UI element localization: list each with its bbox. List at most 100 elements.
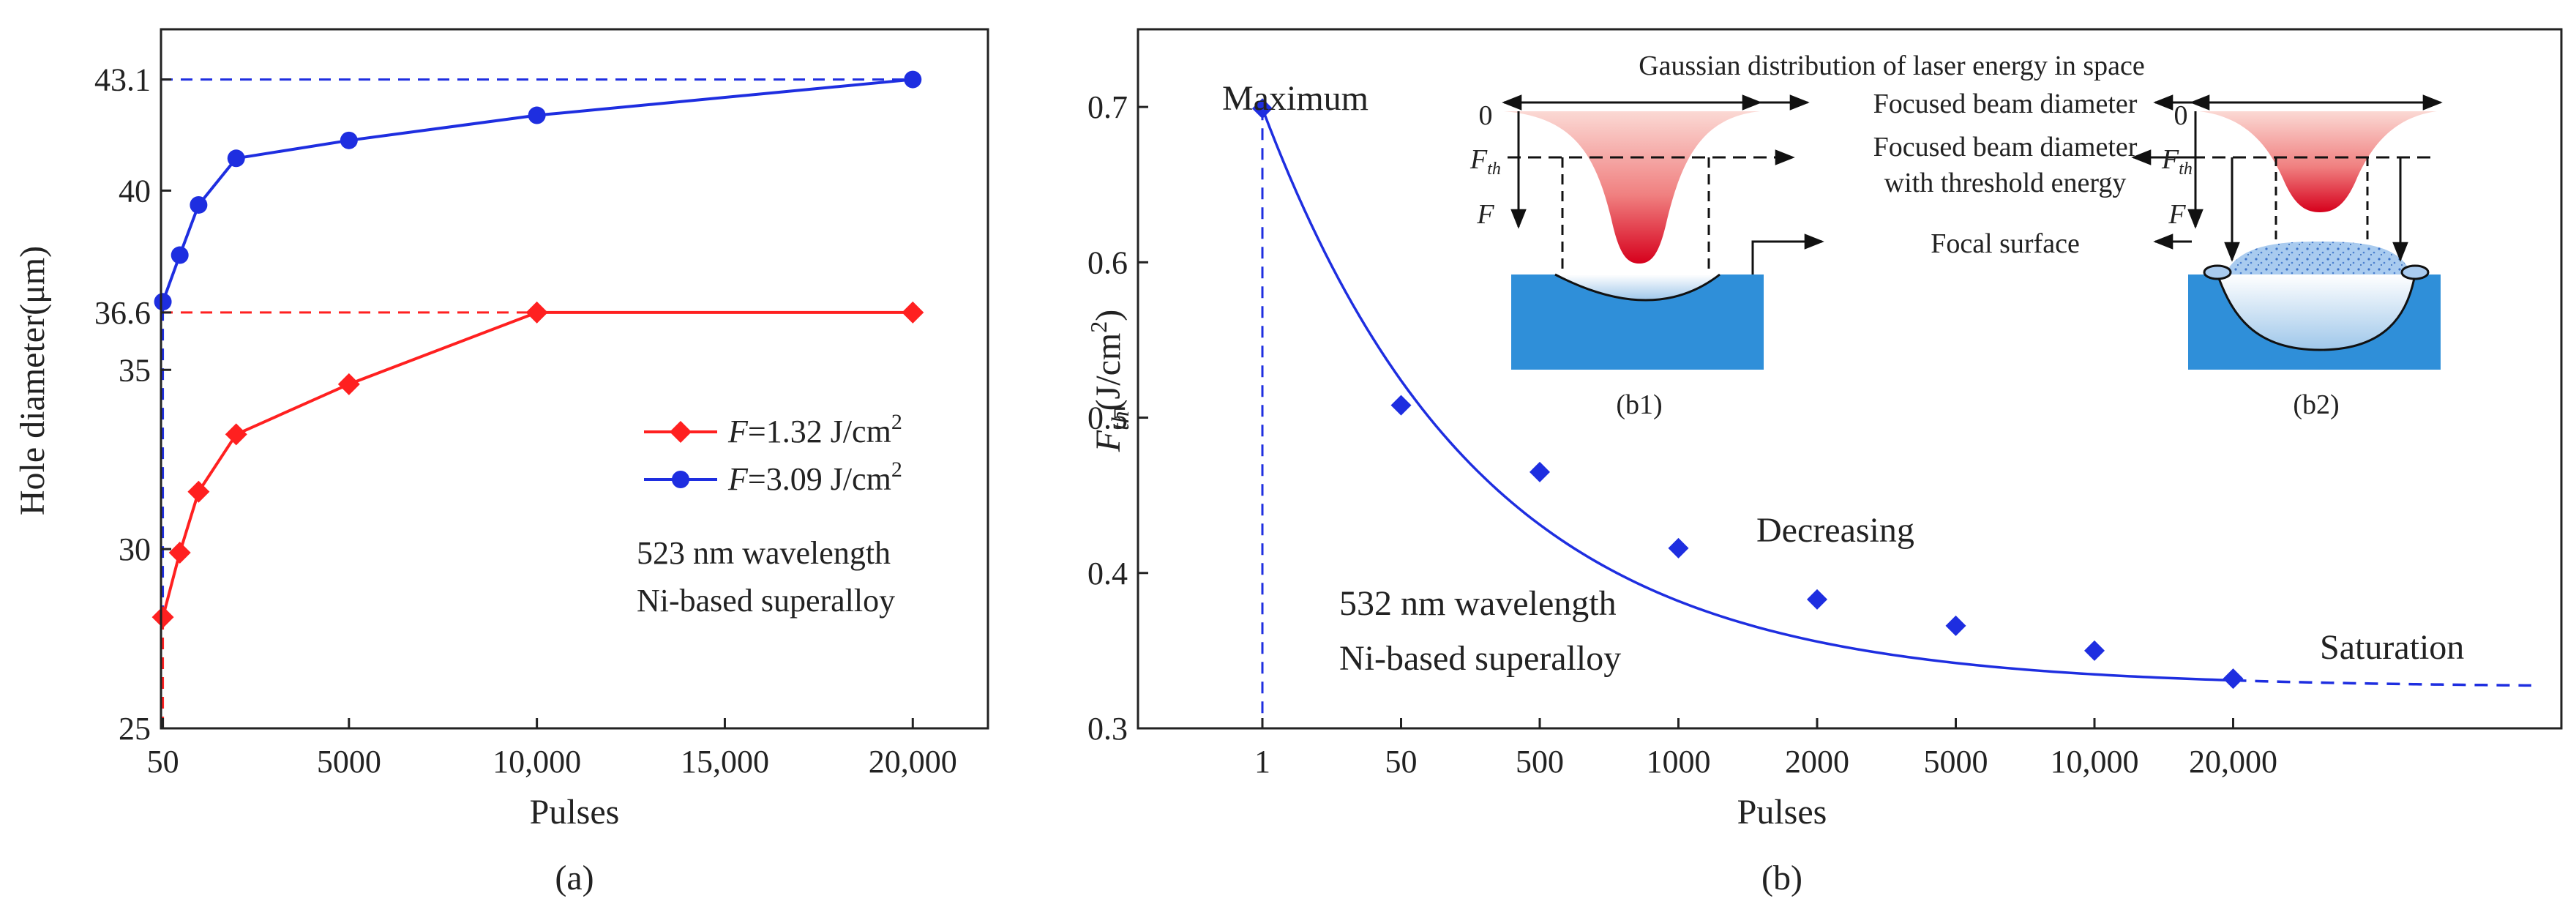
data-point-circle [227,149,245,168]
y-ticks: 0.3 0.4 0.5 0.6 0.7 [1087,89,1148,747]
legend-marker-diamond [670,421,692,443]
x-ticks: 50 5000 10,000 15,000 20,000 [147,718,957,780]
label-b2: (b2) [2293,389,2339,420]
legend-entry-1: F=1.32 J/cm2 [727,410,902,449]
data-point-diamond [1945,615,1966,636]
x-tick-label: 10,000 [2051,744,2139,780]
x-tick-label: 20,000 [2189,744,2277,780]
panel-label-b: (b) [1761,859,1802,897]
focal-surface-label: Focal surface [1931,228,2080,259]
focused-beam-diameter-label: Focused beam diameter [1873,89,2138,119]
reference-lines [161,78,913,728]
threshold-label-line-1: Focused beam diameter [1873,132,2138,163]
data-point-diamond [151,606,174,629]
y-tick-label: 43.1 [94,62,151,98]
f-label-b2: F [2168,199,2186,230]
plasma-cloud-b2 [2225,242,2411,274]
data-point-diamond [1668,537,1689,559]
crater-outline-b1 [1554,273,1721,302]
x-ticks: 1 50 500 1000 2000 5000 10,000 20,000 [1254,718,2277,780]
y-axis-label: Fth(J/cm2) [1085,310,1134,452]
fit-curve-group [1261,108,2531,687]
inset-title: Gaussian distribution of laser energy in… [1639,51,2145,81]
data-point-circle [190,195,208,214]
focal-surface-arrow-b1 [1751,234,1824,274]
panel-label-a: (a) [555,859,594,897]
data-point-diamond [1530,461,1550,482]
data-point-diamond [168,542,191,564]
y-tick-label: 0.7 [1087,89,1128,125]
recast-left-b2 [2203,264,2232,280]
fit-curve [1261,108,2234,682]
x-tick-label: 1 [1254,744,1270,780]
panel-b: 0.3 0.4 0.5 0.6 0.7 1 50 500 1000 2000 5000 10,000… [1085,28,2563,897]
gaussian-beam-b1 [1504,111,1760,264]
y-tick-label: 40 [119,173,151,209]
data-point-diamond [187,480,210,503]
plot-frame [1137,28,2563,730]
data-point-circle [904,70,922,89]
fit-curve-extrapolation [2233,679,2531,687]
data-point-diamond [1252,98,1273,119]
x-tick-label: 50 [1385,744,1418,780]
data-point-diamond [1807,589,1827,610]
series-group [1252,98,2244,690]
data-point-diamond [525,301,548,324]
x-tick-label: 1000 [1647,744,1711,780]
fth-label-b2: Fth [2161,144,2193,179]
y-tick-label: 0.3 [1087,711,1128,747]
zero-label-b2: 0 [2174,100,2188,131]
legend-entry-2: F=3.09 J/cm2 [727,458,902,497]
y-tick-label: 25 [119,711,151,747]
data-point-diamond [902,301,924,324]
recast-right-b2 [2400,264,2430,280]
x-tick-label: 10,000 [493,744,581,780]
f-label-b1: F [1476,199,1494,230]
crater-b2 [2217,274,2415,350]
y-tick-label: 0.4 [1087,556,1128,591]
plot-frame [160,28,989,730]
y-tick-label: 35 [119,352,151,388]
data-point-circle [171,246,189,264]
annotation-decreasing: Decreasing [1756,511,1914,550]
crater-b1 [1555,274,1720,300]
y-tick-label: 0.5 [1087,400,1128,436]
x-axis-label: Pulses [530,793,620,832]
diagram-b1: 0 Fth F (b1) [1469,94,1824,420]
data-point-diamond [337,373,360,395]
y-axis-label: Hole diameter(μm) [13,246,52,515]
annotation-material: Ni-based superalloy [1339,639,1621,678]
data-point-diamond [2223,668,2244,690]
diagram-b2: 0 Fth F (b2) [2131,94,2443,420]
x-tick-label: 5000 [1924,744,1988,780]
inset-schematic: Gaussian distribution of laser energy in… [1469,51,2443,420]
data-point-circle [528,106,546,124]
gaussian-beam-b2 [2199,111,2437,212]
data-point-diamond [2084,640,2105,661]
data-point-diamond [1390,395,1412,416]
zero-label-b1: 0 [1479,100,1493,131]
annotation-wavelength: 532 nm wavelength [1339,584,1617,623]
annotation-maximum: Maximum [1222,79,1368,118]
data-point-diamond [225,423,247,446]
series-group [151,70,924,629]
x-axis-label: Pulses [1737,793,1827,832]
legend: F=1.32 J/cm2 F=3.09 J/cm2 [644,410,902,497]
x-tick-label: 5000 [317,744,381,780]
label-b1: (b1) [1616,389,1662,420]
panel-a: 25 30 35 36.6 40 43.1 50 5000 10,000 15,000 20,00… [13,28,989,897]
x-tick-label: 500 [1516,744,1564,780]
x-tick-label: 20,000 [869,744,957,780]
fth-label-b1: Fth [1469,144,1501,179]
y-tick-label: 30 [119,531,151,567]
y-ticks: 25 30 35 36.6 40 43.1 [94,62,171,747]
legend-marker-circle [672,471,689,488]
annotation-material: Ni-based superalloy [637,583,895,619]
data-point-circle [340,131,358,149]
data-point-circle [154,293,172,311]
threshold-label-line-2: with threshold energy [1884,168,2127,198]
annotation-saturation: Saturation [2320,628,2464,667]
crater-outline-b2 [2216,274,2416,351]
annotation-wavelength: 523 nm wavelength [637,535,891,571]
y-tick-label: 36.6 [94,295,151,331]
